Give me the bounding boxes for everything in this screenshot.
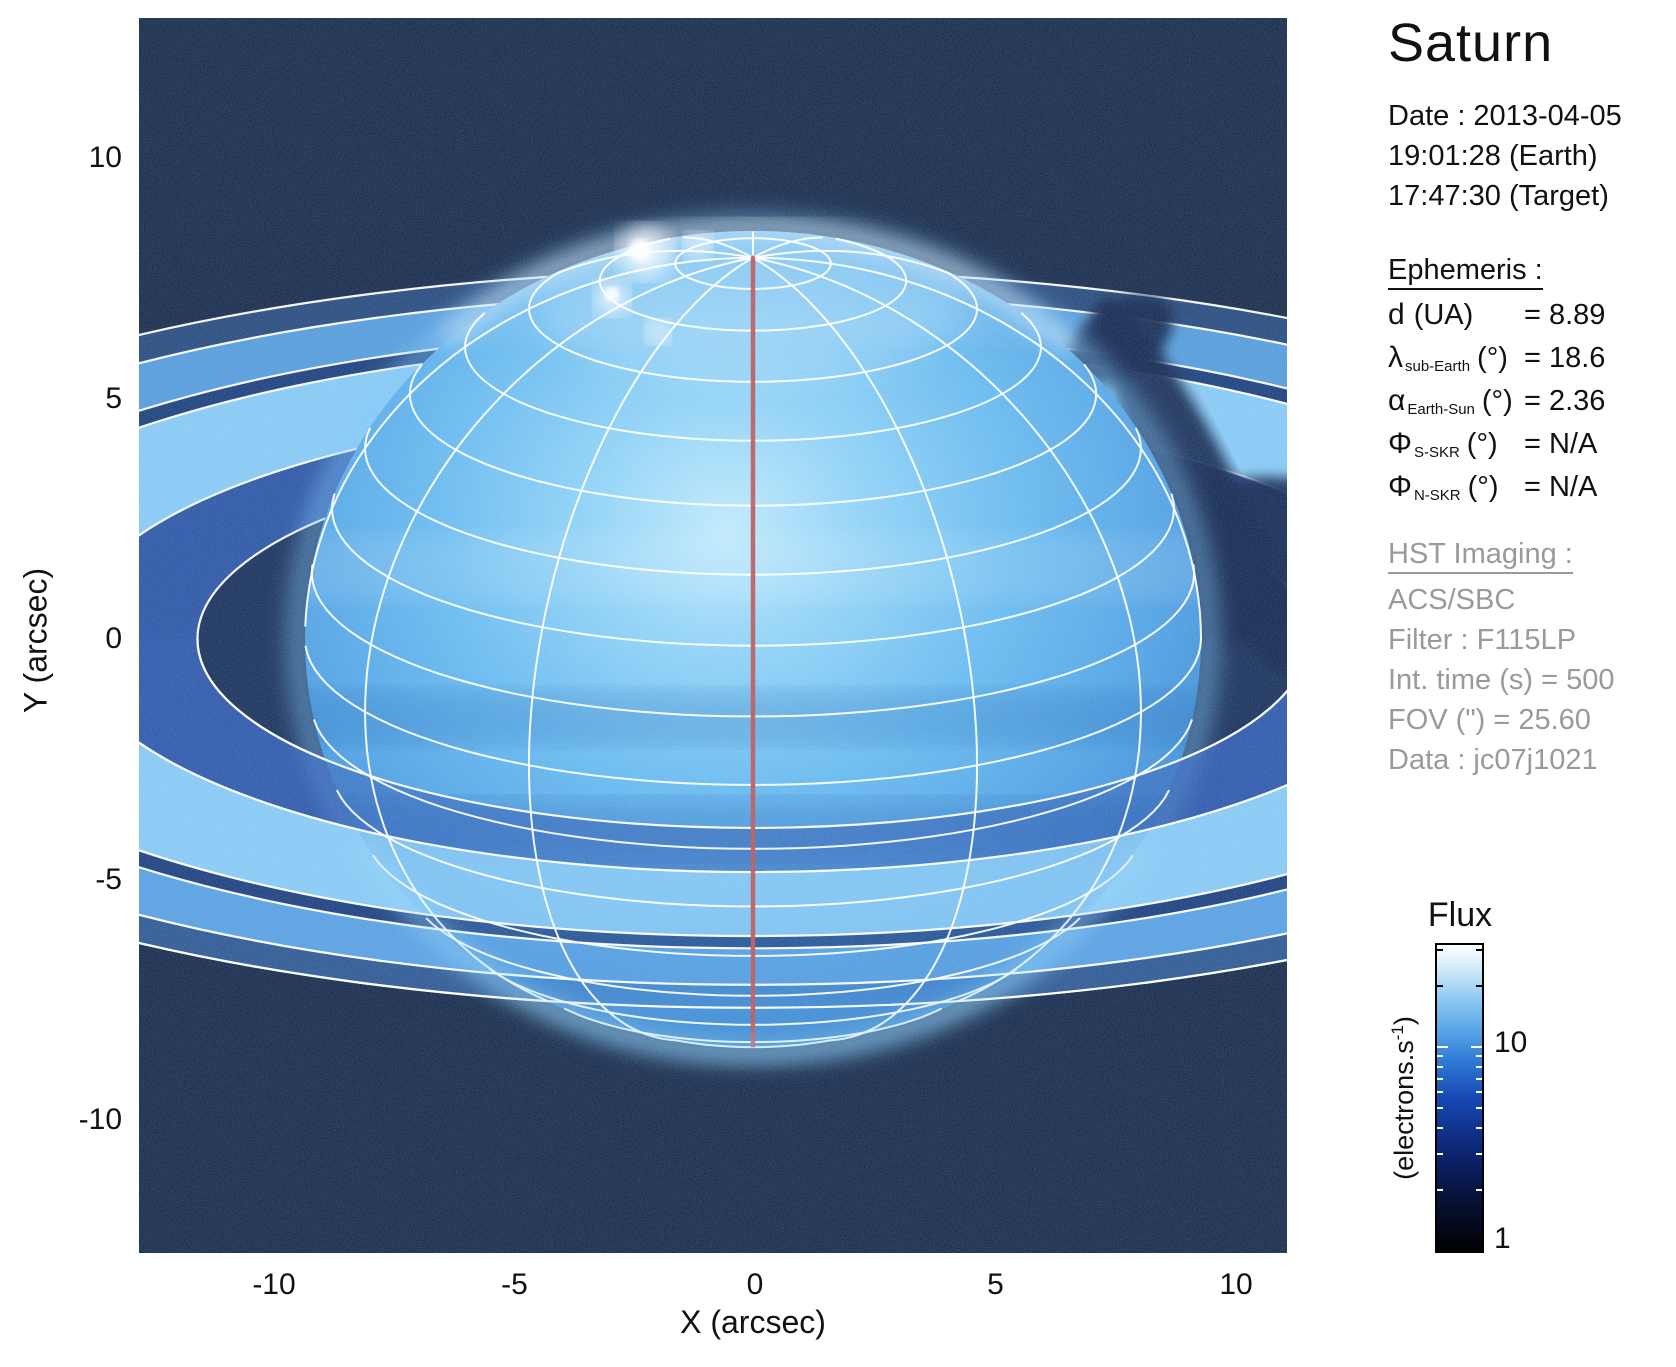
ephemeris-unit: (°) xyxy=(1467,471,1499,503)
hst-line: Int. time (s) = 500 xyxy=(1388,664,1615,696)
ephemeris-symbol: α xyxy=(1388,384,1406,417)
ephemeris-unit: (°) xyxy=(1466,428,1498,460)
ephemeris-symbol: Φ xyxy=(1388,427,1412,460)
colorbar-tick xyxy=(1437,1152,1443,1155)
x-tick-label: 10 xyxy=(1219,1268,1253,1301)
colorbar-tick xyxy=(1476,1127,1482,1130)
colorbar-tick xyxy=(1437,1077,1443,1080)
colorbar-tick xyxy=(1437,1127,1443,1130)
y-tick-label: 0 xyxy=(105,622,122,655)
colorbar-tick xyxy=(1476,1077,1482,1080)
colorbar-tick xyxy=(1437,1055,1443,1058)
saturn-image xyxy=(139,18,1287,1253)
date-line: Date : 2013-04-05 xyxy=(1388,100,1622,132)
colorbar-tick xyxy=(1476,1188,1482,1191)
x-axis-label: X (arcsec) xyxy=(680,1304,826,1340)
saturn-image-svg xyxy=(139,18,1287,1253)
date-line: 17:47:30 (Target) xyxy=(1388,180,1609,212)
ephemeris-value: = 8.89 xyxy=(1524,299,1606,331)
colorbar-tick xyxy=(1476,1065,1482,1068)
colorbar-tick-label-1: 1 xyxy=(1494,1222,1511,1255)
y-tick-label: -10 xyxy=(78,1103,122,1136)
x-tick-label: 5 xyxy=(987,1268,1004,1301)
ephemeris-row: Φ N-SKR (°) = N/A xyxy=(1388,470,1668,510)
colorbar-tick xyxy=(1471,1046,1482,1048)
hst-line: ACS/SBC xyxy=(1388,584,1516,616)
ephemeris-value: = 2.36 xyxy=(1524,385,1606,417)
page-title: Saturn xyxy=(1388,13,1554,73)
date-line: 19:01:28 (Earth) xyxy=(1388,140,1598,172)
colorbar-tick xyxy=(1437,1065,1443,1068)
ephemeris-row: Φ S-SKR (°) = N/A xyxy=(1388,427,1668,467)
ephemeris-row: d (UA) = 8.89 xyxy=(1388,298,1668,338)
ephemeris-subscript: N-SKR xyxy=(1413,487,1461,504)
colorbar-title: Flux xyxy=(1427,896,1493,934)
colorbar-tick xyxy=(1437,1188,1443,1191)
x-tick-label: -5 xyxy=(501,1268,528,1301)
colorbar-tick xyxy=(1437,1107,1443,1110)
hst-imaging-heading: HST Imaging : xyxy=(1388,538,1573,574)
ephemeris-subscript: S-SKR xyxy=(1413,444,1460,461)
colorbar-tick xyxy=(1437,948,1443,951)
colorbar-tick xyxy=(1437,1046,1448,1048)
colorbar-tick xyxy=(1437,1091,1443,1094)
colorbar-tick xyxy=(1476,1091,1482,1094)
ephemeris-value: = 18.6 xyxy=(1524,342,1606,374)
ephemeris-symbol: d xyxy=(1388,298,1405,331)
ephemeris-subscript: Earth-Sun xyxy=(1407,401,1475,418)
y-tick-label: 10 xyxy=(88,141,122,174)
hst-line: Data : jc07j1021 xyxy=(1388,744,1598,776)
ephemeris-symbol: λ xyxy=(1388,341,1403,374)
ephemeris-unit: (°) xyxy=(1477,342,1508,374)
ephemeris-value: = N/A xyxy=(1524,471,1598,503)
colorbar xyxy=(1435,943,1484,1253)
colorbar-tick xyxy=(1476,1107,1482,1110)
colorbar-tick xyxy=(1476,948,1482,951)
x-tick-label: 0 xyxy=(746,1268,764,1301)
ephemeris-unit: (UA) xyxy=(1413,299,1474,331)
ephemeris-heading: Ephemeris : xyxy=(1388,254,1543,290)
x-tick-label: -10 xyxy=(252,1268,296,1301)
ephemeris-row: α Earth-Sun (°) = 2.36 xyxy=(1388,384,1668,424)
y-tick-label: -5 xyxy=(95,862,122,896)
colorbar-tick xyxy=(1476,1055,1482,1058)
ephemeris-unit: (°) xyxy=(1481,385,1513,417)
hst-line: Filter : F115LP xyxy=(1388,624,1577,656)
ephemeris-value: = N/A xyxy=(1524,428,1598,460)
colorbar-tick-label-10: 10 xyxy=(1494,1026,1528,1059)
ephemeris-symbol: Φ xyxy=(1388,470,1412,503)
hst-line: FOV (") = 25.60 xyxy=(1388,704,1591,736)
ephemeris-row: λ sub-Earth (°) = 18.6 xyxy=(1388,341,1668,381)
colorbar-unit-label: (electrons.s-1) xyxy=(1388,1016,1419,1180)
image-noise xyxy=(139,18,1287,1253)
colorbar-tick xyxy=(1476,984,1482,987)
y-tick-label: 5 xyxy=(105,381,122,415)
colorbar-tick xyxy=(1437,984,1443,987)
ephemeris-subscript: sub-Earth xyxy=(1405,358,1471,375)
colorbar-tick xyxy=(1476,1152,1482,1155)
